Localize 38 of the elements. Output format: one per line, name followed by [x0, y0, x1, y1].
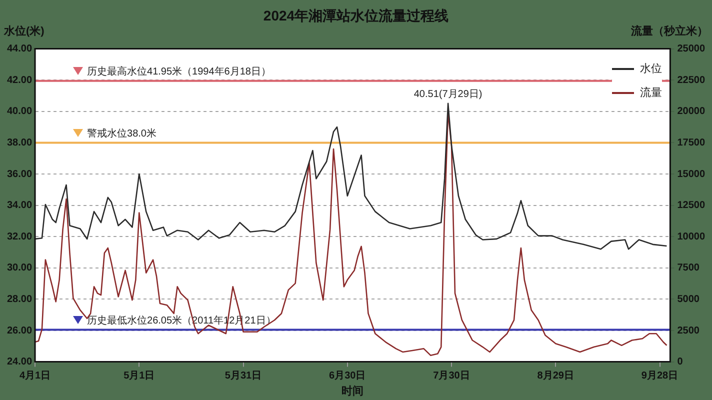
y-tick-label: 36.00: [6, 168, 32, 180]
ref-line-label: 警戒水位38.0米: [87, 127, 156, 140]
y-tick-label: 34.00: [6, 200, 32, 212]
y-tick-label: 42.00: [6, 74, 32, 86]
x-tick-label: 8月29日: [537, 370, 574, 382]
y2-tick-label: 25000: [677, 44, 706, 55]
y-tick-label: 30.00: [6, 262, 32, 274]
annotation: 40.51(7月29日): [414, 89, 482, 100]
y2-tick-label: 7500: [677, 262, 700, 274]
x-tick-label: 6月30日: [329, 370, 366, 382]
y2-tick-label: 10000: [677, 231, 706, 242]
y-tick-label: 24.00: [6, 356, 32, 368]
y2-axis-title: 流量（秒立米）: [630, 24, 708, 38]
y-tick-label: 32.00: [6, 231, 32, 242]
y2-tick-label: 22500: [677, 74, 706, 86]
legend-label: 流量: [640, 86, 662, 100]
x-tick-label: 5月1日: [124, 370, 155, 382]
y2-tick-label: 20000: [677, 106, 706, 118]
chart-title: 2024年湘潭站水位流量过程线: [263, 7, 449, 24]
y-axis-title: 水位(米): [3, 24, 45, 38]
y-tick-label: 26.00: [6, 325, 32, 336]
y2-tick-label: 0: [677, 356, 684, 368]
y-tick-label: 38.00: [6, 137, 32, 148]
legend-label: 水位: [640, 62, 662, 76]
y2-tick-label: 12500: [677, 200, 706, 212]
y-tick-label: 44.00: [6, 44, 32, 55]
y-tick-label: 40.00: [6, 106, 32, 118]
y2-tick-label: 15000: [677, 168, 706, 180]
x-tick-label: 4月1日: [19, 370, 51, 382]
y2-tick-label: 2500: [677, 325, 700, 336]
x-tick-label: 5月31日: [224, 370, 262, 382]
x-tick-label: 7月30日: [433, 370, 470, 382]
y2-tick-label: 17500: [677, 137, 706, 148]
y-tick-label: 28.00: [6, 294, 32, 305]
x-axis-title: 时间: [342, 384, 364, 398]
x-tick-label: 9月28日: [641, 370, 678, 382]
ref-line-label: 历史最高水位41.95米（1994年6月18日）: [87, 66, 271, 78]
y2-tick-label: 5000: [677, 294, 700, 305]
